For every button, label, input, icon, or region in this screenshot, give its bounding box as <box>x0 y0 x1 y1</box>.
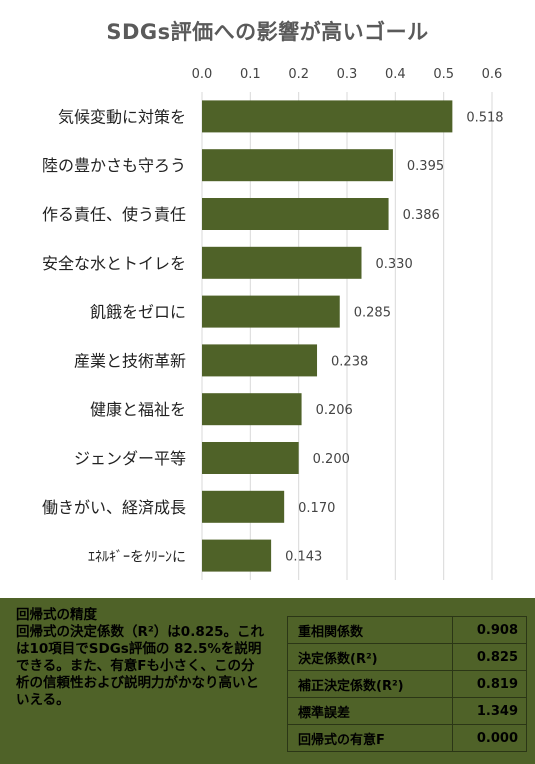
data-label: 0.200 <box>313 452 350 467</box>
data-label: 0.285 <box>354 306 391 321</box>
stats-label: 重相関係数 <box>287 616 453 644</box>
x-tick-label: 0.5 <box>433 67 454 82</box>
data-label: 0.143 <box>285 550 322 565</box>
stats-label: 標準誤差 <box>287 697 453 725</box>
stats-value: 0.000 <box>452 724 527 752</box>
bar <box>202 100 453 133</box>
bar <box>202 149 393 182</box>
regression-panel: 回帰式の精度 回帰式の決定係数（R²）は0.825。これは10項目でSDGs評価… <box>0 598 535 764</box>
category-label: ｴﾈﾙｷﾞｰをｸﾘｰﾝに <box>88 550 186 566</box>
stats-value: 1.349 <box>452 697 527 725</box>
stats-label: 回帰式の有意F <box>287 724 453 752</box>
data-label: 0.238 <box>331 354 368 369</box>
x-tick-label: 0.3 <box>337 67 358 82</box>
stats-label: 補正決定係数(R²) <box>287 670 453 698</box>
stats-value: 0.819 <box>452 670 527 698</box>
x-tick-label: 0.0 <box>192 67 213 82</box>
x-tick-label: 0.1 <box>240 67 261 82</box>
x-tick-label: 0.4 <box>385 67 406 82</box>
category-label: 気候変動に対策を <box>58 107 186 126</box>
bar <box>202 295 340 328</box>
stats-table: 重相関係数 0.908 決定係数(R²) 0.825 補正決定係数(R²) 0.819 標準… <box>287 616 527 752</box>
x-tick-label: 0.2 <box>288 67 309 82</box>
category-label: ジェンダー平等 <box>74 449 186 468</box>
stats-row: 標準誤差 1.349 <box>287 697 527 725</box>
stats-label: 決定係数(R²) <box>287 643 453 671</box>
bar <box>202 246 362 279</box>
bar <box>202 539 272 572</box>
category-label: 安全な水とトイレを <box>42 254 186 273</box>
stats-value: 0.825 <box>452 643 527 671</box>
stats-row: 重相関係数 0.908 <box>287 616 527 644</box>
stats-row: 回帰式の有意F 0.000 <box>287 724 527 752</box>
stats-row: 決定係数(R²) 0.825 <box>287 643 527 671</box>
category-label: 陸の豊かさも守ろう <box>42 156 186 175</box>
bar <box>202 442 299 474</box>
bar <box>202 393 302 426</box>
stats-value: 0.908 <box>452 616 527 644</box>
bar <box>202 344 318 377</box>
data-label: 0.330 <box>376 257 413 272</box>
description-body: 回帰式の決定係数（R²）は0.825。これは10項目でSDGs評価の 82.5%… <box>16 624 265 708</box>
chart-area: SDGs評価への影響が高いゴール 0.0 0.1 0.2 0.3 0.4 0.5 0.6 気候… <box>42 20 504 580</box>
regression-description: 回帰式の精度 回帰式の決定係数（R²）は0.825。これは10項目でSDGs評価… <box>16 607 264 709</box>
category-label: 飢餓をゼロに <box>90 303 186 322</box>
x-tick-label: 0.6 <box>482 67 503 82</box>
category-label: 健康と福祉を <box>90 400 186 419</box>
data-label: 0.395 <box>407 159 444 174</box>
bar <box>202 198 389 230</box>
description-heading: 回帰式の精度 <box>16 607 97 623</box>
category-label: 働きがい、経済成長 <box>42 498 186 517</box>
data-label: 0.170 <box>298 501 335 516</box>
data-label: 0.386 <box>403 208 440 223</box>
data-label: 0.518 <box>466 110 503 125</box>
chart-title: SDGs評価への影響が高いゴール <box>106 20 429 44</box>
bar-chart: 0.0 0.1 0.2 0.3 0.4 0.5 0.6 気候変動に対策を 0.518 陸の豊かさも… <box>42 67 504 580</box>
stats-row: 補正決定係数(R²) 0.819 <box>287 670 527 698</box>
category-label: 作る責任、使う責任 <box>42 205 186 224</box>
data-label: 0.206 <box>316 403 353 418</box>
bar <box>202 490 285 523</box>
category-label: 産業と技術革新 <box>74 351 186 370</box>
